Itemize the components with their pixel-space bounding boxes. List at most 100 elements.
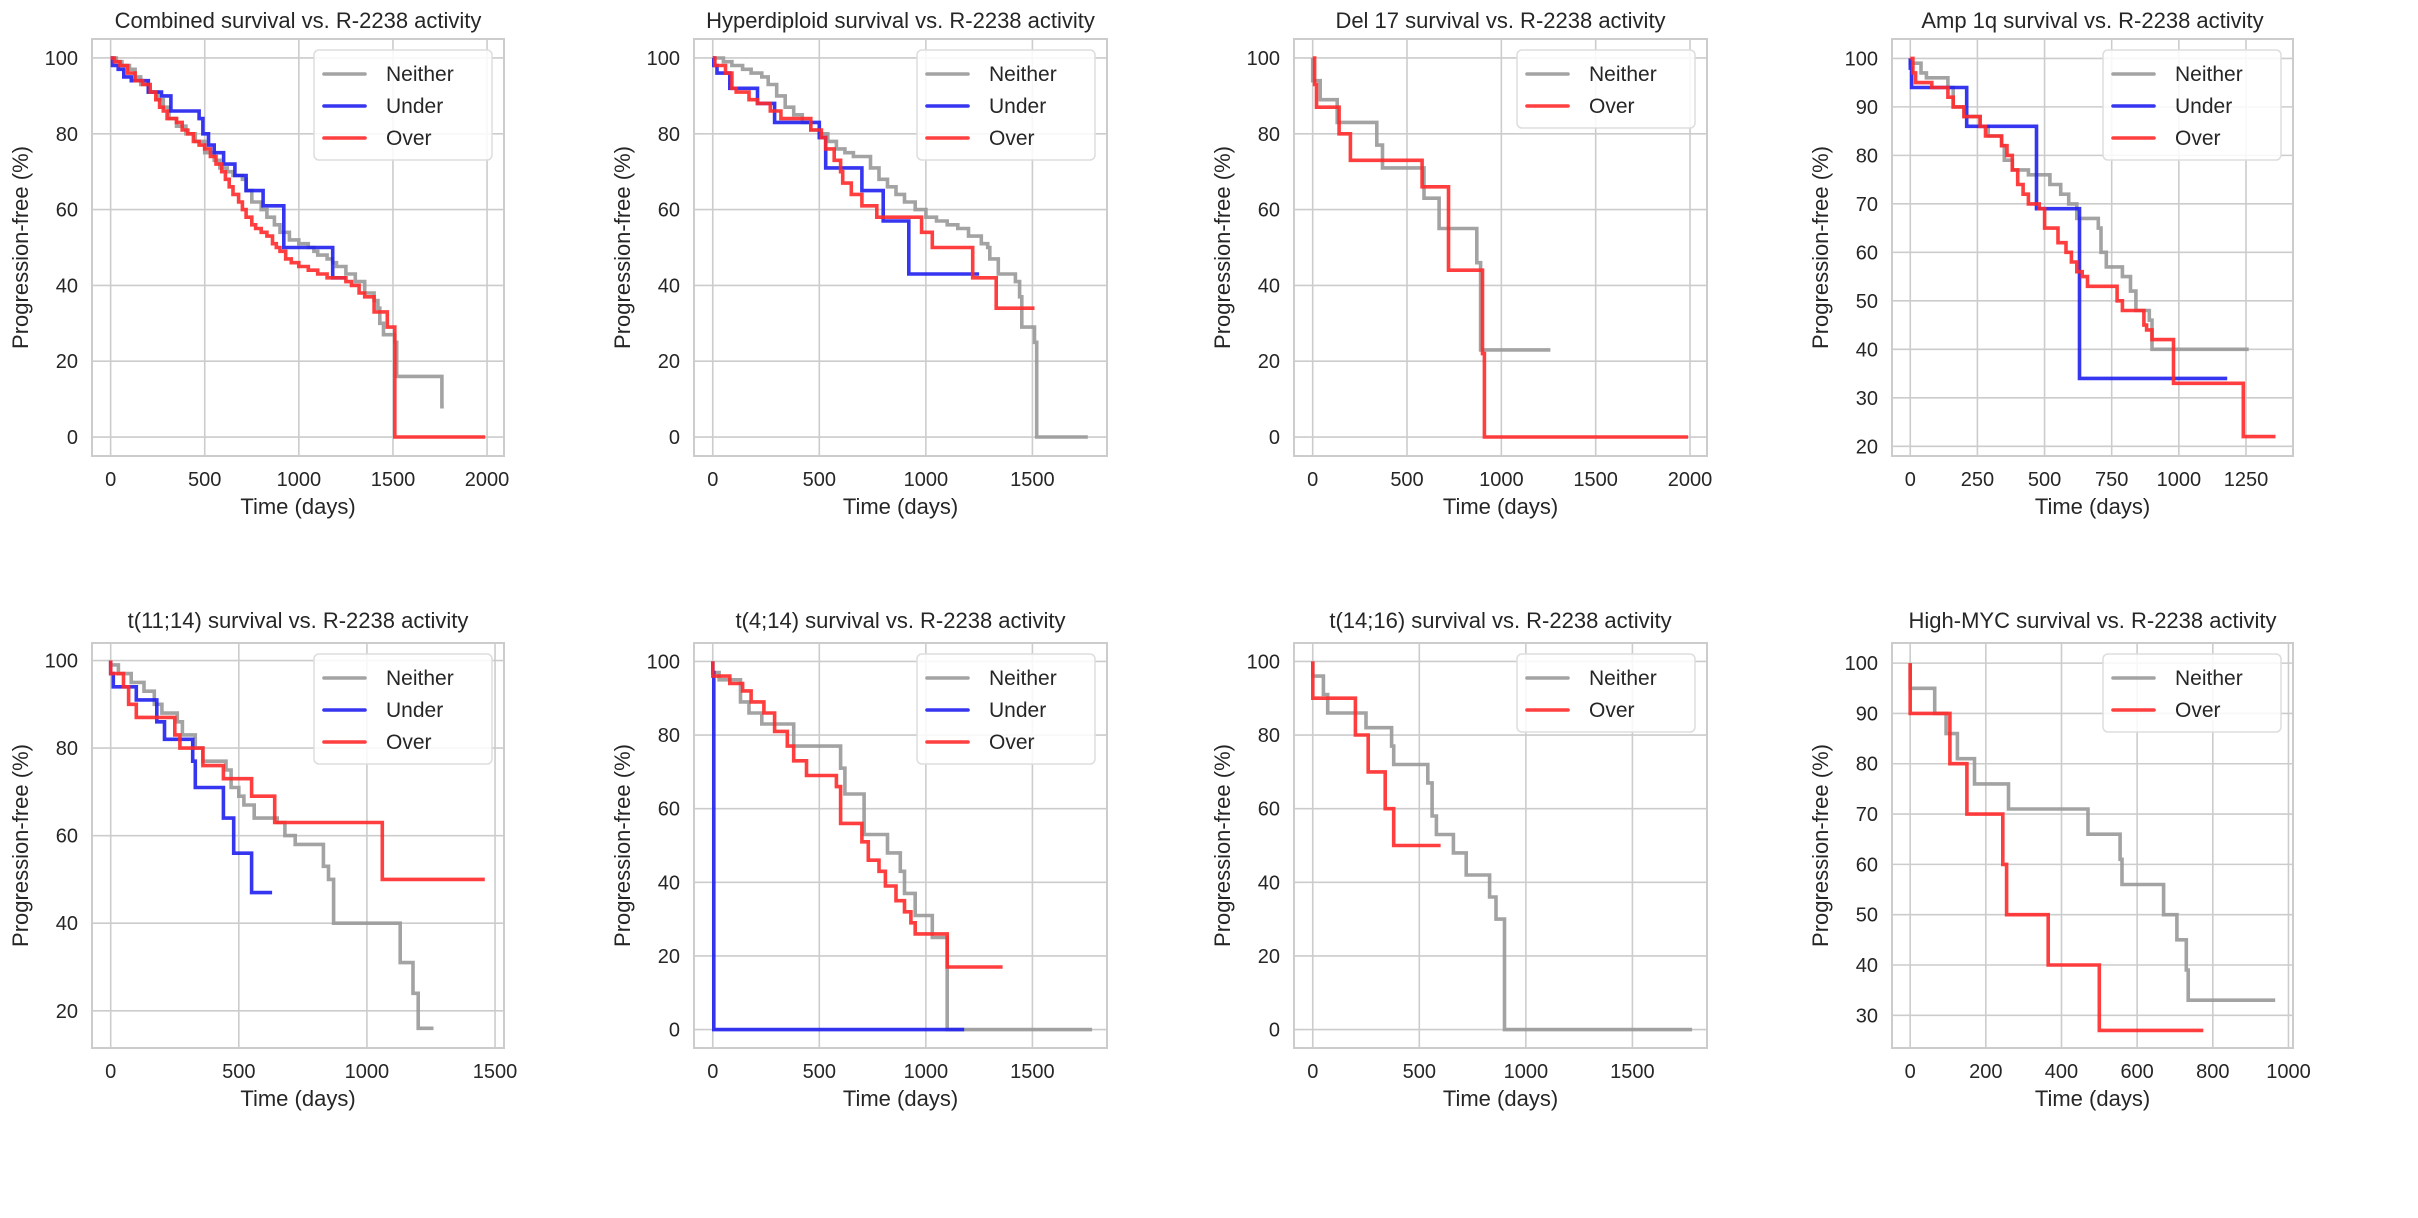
legend-label: Neither [2175, 667, 2243, 690]
y-tick-label: 80 [658, 124, 680, 146]
plot-frame [1293, 642, 1708, 1049]
y-tick-label: 0 [1269, 427, 1280, 449]
series-line-neither [712, 56, 1088, 439]
y-tick-label: 80 [658, 725, 680, 747]
chart-title: Combined survival vs. R-2238 activity [115, 8, 482, 33]
series-line-neither [1310, 58, 1551, 352]
series-line-under [108, 660, 273, 895]
y-tick-label: 60 [1258, 200, 1280, 222]
y-tick-label: 70 [1856, 194, 1878, 216]
y-tick-label: 50 [1856, 905, 1878, 927]
x-tick-label: 0 [105, 469, 116, 491]
y-tick-label: 40 [1856, 955, 1878, 977]
x-tick-label: 750 [2095, 469, 2128, 491]
series-line-over [1910, 56, 2276, 439]
y-tick-label: 20 [56, 351, 78, 373]
series-line-under [110, 56, 346, 280]
series-line-neither [1908, 663, 2276, 1002]
y-tick-label: 20 [1258, 946, 1280, 968]
x-tick-label: 600 [2120, 1061, 2153, 1083]
y-tick-label: 40 [1856, 339, 1878, 361]
legend-label: Over [1589, 95, 1635, 118]
x-tick-label: 2000 [465, 469, 510, 491]
legend-box [2102, 49, 2282, 161]
y-tick-label: 60 [658, 200, 680, 222]
y-tick-label: 0 [67, 427, 78, 449]
x-tick-label: 500 [188, 469, 221, 491]
x-tick-label: 500 [803, 1061, 836, 1083]
y-axis-label: Progression-free (%) [610, 146, 635, 349]
y-tick-label: 80 [56, 124, 78, 146]
x-tick-label: 500 [1403, 1061, 1436, 1083]
legend-box [1516, 653, 1696, 733]
legend-box [916, 653, 1096, 765]
chart-panel-1: Combined survival vs. R-2238 activity 0 50… [8, 8, 509, 519]
legend-label: Under [386, 95, 443, 118]
chart-title: High-MYC survival vs. R-2238 activity [1909, 608, 2277, 633]
y-tick-label: 20 [56, 1001, 78, 1023]
x-tick-label: 1500 [1573, 469, 1618, 491]
legend-label: Neither [1589, 63, 1657, 86]
y-tick-label: 0 [1269, 1020, 1280, 1042]
x-axis-label: Time (days) [2035, 494, 2150, 519]
plot-frame [1293, 38, 1708, 457]
y-tick-label: 90 [1856, 97, 1878, 119]
legend-label: Under [989, 699, 1046, 722]
x-tick-label: 800 [2196, 1061, 2229, 1083]
x-tick-label: 0 [707, 1061, 718, 1083]
legend-label: Under [386, 699, 443, 722]
y-tick-label: 80 [1258, 124, 1280, 146]
y-tick-label: 40 [56, 913, 78, 935]
y-tick-label: 60 [1856, 854, 1878, 876]
series-line-over [1908, 663, 2204, 1033]
x-tick-label: 1500 [473, 1061, 518, 1083]
y-axis-label: Progression-free (%) [1808, 146, 1833, 349]
chart-panel-3: Del 17 survival vs. R-2238 activity 0 500 1… [1210, 8, 1712, 519]
y-axis-label: Progression-free (%) [1210, 146, 1235, 349]
legend-label: Neither [386, 63, 454, 86]
x-axis-label: Time (days) [1443, 1086, 1558, 1111]
x-axis-label: Time (days) [843, 1086, 958, 1111]
x-axis-label: Time (days) [843, 494, 958, 519]
chart-panel-8: High-MYC survival vs. R-2238 activity 0 20… [1808, 608, 2311, 1111]
legend: Neither Under Over [2102, 49, 2282, 161]
plot-frame [91, 642, 505, 1049]
x-tick-label: 1000 [1504, 1061, 1549, 1083]
x-tick-label: 400 [2045, 1061, 2078, 1083]
plot-frame [1891, 38, 2294, 457]
x-tick-label: 1000 [2266, 1061, 2311, 1083]
x-tick-label: 1000 [345, 1061, 390, 1083]
y-tick-label: 100 [1247, 48, 1280, 70]
y-tick-label: 40 [1258, 275, 1280, 297]
y-tick-label: 90 [1856, 703, 1878, 725]
y-tick-label: 100 [1247, 651, 1280, 673]
chart-title: Del 17 survival vs. R-2238 activity [1335, 8, 1665, 33]
y-tick-label: 60 [1258, 799, 1280, 821]
legend: Neither Under Over [313, 49, 493, 161]
x-tick-label: 1000 [1479, 469, 1524, 491]
chart-panel-4: Amp 1q survival vs. R-2238 activity 0 250 5… [1808, 8, 2294, 519]
plot-frame [91, 38, 505, 457]
x-tick-label: 1500 [1010, 1061, 1055, 1083]
x-tick-label: 200 [1969, 1061, 2002, 1083]
y-tick-label: 80 [1258, 725, 1280, 747]
y-tick-label: 20 [658, 946, 680, 968]
series-line-neither [108, 660, 434, 1031]
legend: Neither Under Over [916, 49, 1096, 161]
legend: Neither Over [1516, 49, 1696, 129]
y-tick-label: 100 [647, 48, 680, 70]
series-line-over [1312, 56, 1689, 439]
y-tick-label: 20 [1258, 351, 1280, 373]
y-tick-label: 40 [1258, 872, 1280, 894]
legend-box [1516, 49, 1696, 129]
legend-label: Over [2175, 127, 2221, 150]
y-tick-label: 100 [1845, 653, 1878, 675]
legend-label: Neither [989, 63, 1057, 86]
legend: Neither Under Over [916, 653, 1096, 765]
y-tick-label: 40 [658, 872, 680, 894]
plot-frame [693, 38, 1108, 457]
x-tick-label: 1250 [2224, 469, 2269, 491]
chart-title: t(14;16) survival vs. R-2238 activity [1329, 608, 1671, 633]
legend-label: Under [2175, 95, 2232, 118]
y-axis-label: Progression-free (%) [610, 744, 635, 947]
